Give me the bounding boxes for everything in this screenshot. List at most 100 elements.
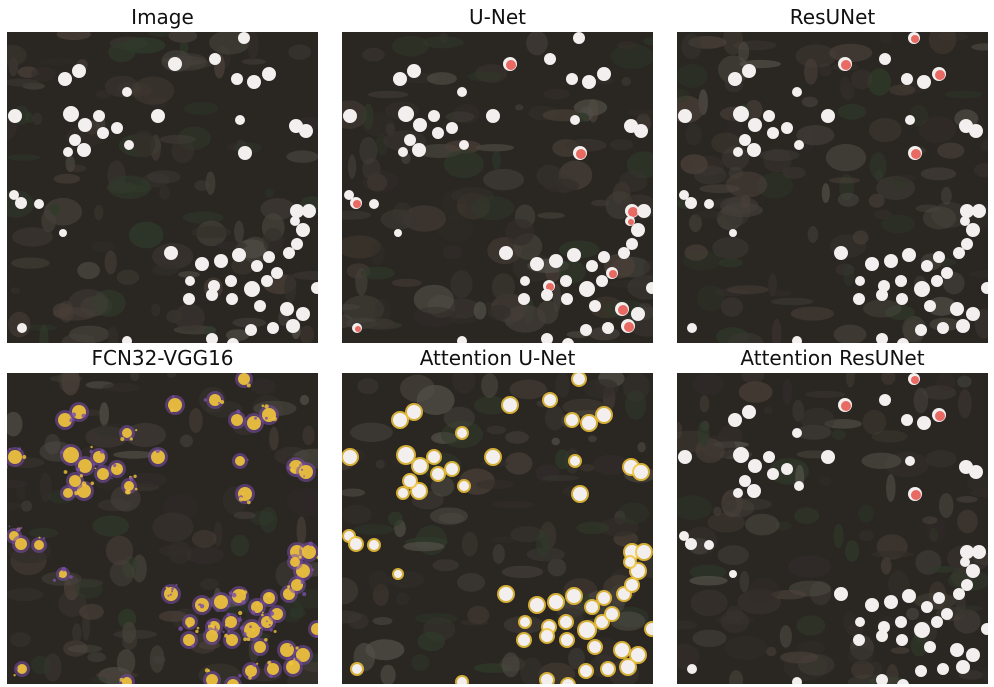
foliage-texture [835, 263, 855, 276]
foliage-texture [795, 424, 832, 440]
heat-speckle [74, 490, 79, 496]
heat-speckle [214, 627, 217, 630]
foliage-texture [880, 557, 892, 575]
foliage-texture [125, 422, 166, 447]
heat-speckle [246, 458, 249, 461]
tree-crown [767, 127, 779, 139]
panel-title: Attention ResUNet [740, 346, 925, 370]
heat-speckle [203, 398, 207, 402]
tree-crown [97, 468, 109, 480]
tree-crown [58, 413, 72, 427]
tree-crown [618, 247, 630, 259]
tree-crown [286, 319, 300, 333]
foliage-texture [790, 306, 835, 321]
tree-crown [122, 677, 132, 684]
error-mark [576, 149, 586, 159]
heat-speckle [286, 465, 291, 470]
tree-crown [124, 481, 134, 491]
tree-crown [111, 122, 123, 134]
tree-crown [917, 75, 931, 89]
heat-speckle [231, 592, 237, 598]
foliage-texture [740, 194, 751, 208]
foliage-texture [92, 289, 126, 317]
foliage-texture [250, 378, 276, 395]
foliage-texture [876, 176, 916, 200]
foliage-texture [831, 429, 846, 440]
foliage-texture [10, 287, 20, 294]
foliage-texture [284, 274, 297, 303]
error-mark [841, 60, 851, 70]
foliage-texture [108, 42, 136, 63]
foliage-texture [467, 71, 502, 82]
tree-crown [884, 254, 898, 268]
tree-crown [407, 405, 421, 419]
tree-crown [794, 481, 804, 491]
tree-crown [748, 118, 762, 132]
tree-crown [884, 595, 898, 609]
foliage-texture [795, 44, 837, 68]
foliage-texture [107, 175, 151, 200]
tree-crown [931, 275, 943, 287]
foliage-texture [537, 212, 565, 219]
foliage-texture [473, 301, 487, 320]
tree-crown [457, 428, 467, 438]
tree-crown [97, 127, 109, 139]
foliage-texture [65, 155, 76, 173]
heat-speckle [261, 404, 265, 408]
foliage-texture [537, 300, 559, 324]
foliage-texture [545, 405, 565, 431]
tree-crown [544, 53, 556, 65]
foliage-texture [461, 531, 478, 557]
foliage-texture [299, 325, 315, 343]
tree-crown [15, 197, 27, 209]
tree-crown [562, 338, 574, 343]
foliage-texture [367, 90, 409, 99]
foliage-texture [720, 609, 750, 633]
foliage-texture [551, 437, 560, 446]
foliage-texture [858, 530, 875, 542]
foliage-texture [357, 378, 379, 395]
tree-crown [549, 254, 563, 268]
tree-crown [296, 223, 310, 237]
foliage-texture [756, 172, 794, 199]
tree-crown [432, 127, 444, 139]
foliage-texture [190, 226, 232, 239]
foliage-texture [520, 657, 543, 684]
prediction-overlay-image [677, 32, 988, 343]
foliage-texture [109, 560, 135, 587]
tree-crown [729, 570, 737, 578]
foliage-texture [928, 32, 957, 55]
foliage-texture [380, 209, 417, 230]
heat-speckle [236, 409, 241, 414]
foliage-texture [583, 378, 619, 400]
tree-crown [678, 450, 692, 464]
foliage-texture [43, 653, 62, 682]
foliage-texture [745, 513, 780, 536]
foliage-texture [7, 479, 29, 488]
foliage-texture [39, 324, 49, 343]
tree-crown [369, 540, 379, 550]
tree-crown [457, 336, 467, 343]
foliage-texture [718, 258, 743, 268]
tree-crown [226, 293, 238, 305]
foliage-texture [881, 214, 915, 234]
tree-crown [245, 665, 257, 677]
tree-crown [459, 140, 469, 150]
heat-speckle [15, 667, 19, 670]
heat-speckle [199, 604, 205, 609]
tree-crown [63, 106, 79, 122]
tree-crown [969, 124, 983, 138]
foliage-texture [171, 137, 195, 164]
heat-speckle [251, 610, 256, 615]
foliage-texture [491, 500, 535, 509]
tree-crown [855, 276, 865, 286]
panel-title: ResUNet [789, 5, 876, 29]
foliage-texture [738, 381, 773, 403]
heat-speckle [195, 629, 199, 634]
foliage-texture [395, 592, 410, 606]
foliage-texture [122, 621, 137, 644]
foliage-texture [870, 550, 914, 558]
foliage-texture [411, 654, 430, 672]
tree-crown [394, 570, 402, 578]
heat-speckle [92, 462, 96, 466]
